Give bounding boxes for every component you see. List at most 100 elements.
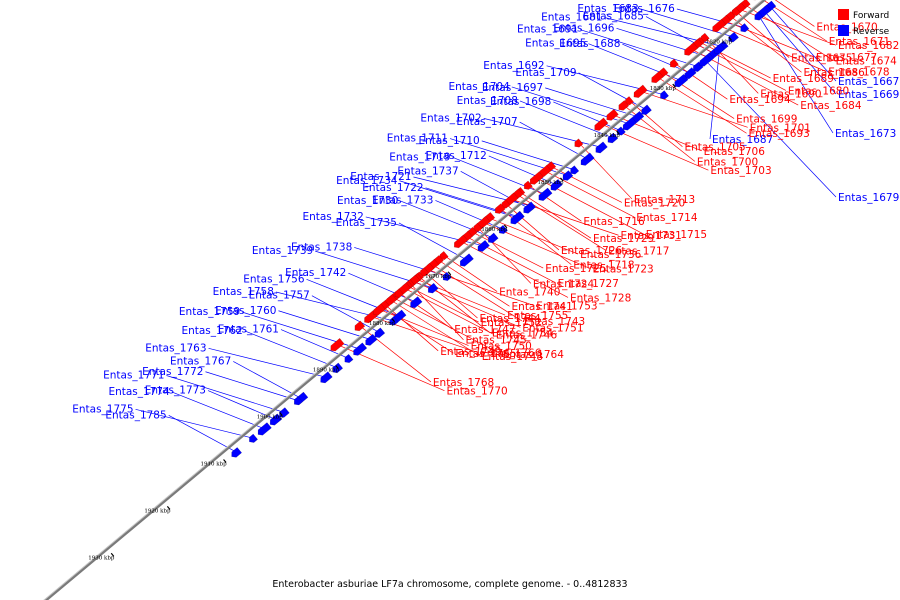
label-Entas_1748: Entas_1748 xyxy=(482,351,543,363)
leader-Entas_1691 xyxy=(580,29,699,67)
gene-Entas_1707 xyxy=(580,152,595,166)
leader-Entas_1677 xyxy=(724,20,815,58)
label-Entas_1750: Entas_1750 xyxy=(471,341,532,353)
label-Entas_1742: Entas_1742 xyxy=(285,267,346,279)
label-Entas_1697: Entas_1697 xyxy=(482,82,543,94)
gene-Entas_1704 xyxy=(622,117,637,131)
gene-Entas_1712 xyxy=(550,178,563,191)
label-Entas_1712: Entas_1712 xyxy=(425,150,486,162)
gene-Entas_1706 xyxy=(606,108,619,121)
label-Entas_1669: Entas_1669 xyxy=(838,89,899,101)
leader-Entas_1670 xyxy=(774,0,815,27)
tick-label-1920: 1920 kbp xyxy=(144,509,171,515)
tick-mark-1930 xyxy=(110,552,115,557)
gene-Entas_1713 xyxy=(574,138,584,148)
gene-Entas_1692 xyxy=(660,90,670,100)
label-Entas_1704: Entas_1704 xyxy=(448,81,510,93)
axis-line xyxy=(43,0,767,600)
label-Entas_1702: Entas_1702 xyxy=(420,112,481,124)
gene-Entas_1684 xyxy=(684,42,699,56)
leader-Entas_1678 xyxy=(719,25,827,72)
gene-Entas_1728 xyxy=(453,234,469,249)
tick-label-1900: 1900 kbp xyxy=(257,415,284,421)
tick-label-1840: 1840 kbp xyxy=(594,133,621,139)
label-Entas_1732: Entas_1732 xyxy=(302,211,363,223)
tick-mark-1870 xyxy=(447,271,452,276)
label-Entas_1675: Entas_1675 xyxy=(791,53,852,65)
label-Entas_1753: Entas_1753 xyxy=(536,301,597,313)
label-Entas_1744: Entas_1744 xyxy=(479,313,541,325)
label-Entas_1699: Entas_1699 xyxy=(736,114,797,126)
label-Entas_1694: Entas_1694 xyxy=(729,94,791,106)
tick-label-1880: 1880 kbp xyxy=(369,321,396,327)
label-Entas_1674: Entas_1674 xyxy=(836,56,898,68)
label-Entas_1774: Entas_1774 xyxy=(108,386,170,398)
gene-Entas_1718 xyxy=(494,203,506,214)
leader-Entas_1702 xyxy=(483,118,602,148)
label-Entas_1722: Entas_1722 xyxy=(362,182,423,194)
label-Entas_1737: Entas_1737 xyxy=(397,165,458,177)
leader-Entas_1697 xyxy=(545,87,639,118)
legend: Forward Reverse xyxy=(838,9,890,37)
leader-Entas_1767 xyxy=(233,361,302,399)
gene-Entas_1730 xyxy=(488,232,499,244)
gene-Entas_1711 xyxy=(562,170,574,181)
tick-mark-1860 xyxy=(503,224,508,229)
leader-Entas_1730 xyxy=(400,200,494,239)
leader-Entas_1733 xyxy=(435,200,504,230)
leader-Entas_1667 xyxy=(769,6,837,82)
gene-Entas_1708 xyxy=(607,132,619,144)
gene-Entas_1775 xyxy=(249,433,259,443)
leader-Entas_1719 xyxy=(452,156,546,195)
label-Entas_1715: Entas_1715 xyxy=(646,229,707,241)
label-Entas_1751: Entas_1751 xyxy=(522,322,583,334)
tick-label-1820: 1820 kbp xyxy=(706,39,733,45)
leader-Entas_1709 xyxy=(578,72,647,111)
label-Entas_1711: Entas_1711 xyxy=(387,133,448,145)
label-Entas_1700: Entas_1700 xyxy=(697,156,758,168)
leader-Entas_1698 xyxy=(553,101,622,132)
label-Entas_1682: Entas_1682 xyxy=(838,40,899,52)
gene-Entas_1715 xyxy=(529,171,544,185)
leader-Entas_1757 xyxy=(311,295,381,334)
label-Entas_1726: Entas_1726 xyxy=(561,245,623,257)
label-Entas_1773: Entas_1773 xyxy=(145,385,206,397)
gene-labels: Entas_1676Entas_1683Entas_1681Entas_1685… xyxy=(72,3,899,421)
label-Entas_1707: Entas_1707 xyxy=(456,116,517,128)
leader-Entas_1763 xyxy=(208,347,327,378)
label-Entas_1785: Entas_1785 xyxy=(105,409,166,421)
leader-Entas_1708 xyxy=(519,100,614,139)
leader-Entas_1744 xyxy=(424,271,478,319)
gene-Entas_1676 xyxy=(740,23,750,33)
gene-Entas_1770 xyxy=(330,337,345,352)
gene-Entas_1747 xyxy=(394,288,404,298)
leader-Entas_1726 xyxy=(505,203,560,251)
gene-Entas_1761 xyxy=(344,353,354,364)
leader-Entas_1760 xyxy=(278,310,372,341)
gene-Entas_1694 xyxy=(669,58,679,68)
leader-Entas_1720 xyxy=(550,166,623,203)
label-Entas_1714: Entas_1714 xyxy=(636,212,698,224)
label-Entas_1724: Entas_1724 xyxy=(533,278,595,290)
label-Entas_1706: Entas_1706 xyxy=(704,146,766,158)
leader-Entas_1752 xyxy=(407,285,479,323)
leader-Entas_1737 xyxy=(460,171,529,209)
leader-Entas_1768 xyxy=(359,325,432,383)
leader-Entas_1735 xyxy=(398,222,468,261)
tick-mark-1820 xyxy=(728,36,732,41)
label-Entas_1683: Entas_1683 xyxy=(577,3,638,15)
leader-Entas_1774 xyxy=(171,391,265,430)
leader-Entas_1714 xyxy=(545,170,635,218)
label-Entas_1756: Entas_1756 xyxy=(243,273,305,285)
leader-Entas_1724 xyxy=(477,227,532,284)
gene-Entas_1701 xyxy=(633,84,648,98)
gene-Entas_1709 xyxy=(641,104,652,116)
leader-Entas_1699 xyxy=(662,72,735,119)
label-Entas_1758: Entas_1758 xyxy=(213,286,274,298)
tick-label-1870: 1870 kbp xyxy=(425,274,452,280)
gene-Entas_1732 xyxy=(477,239,490,252)
leader-Entas_1712 xyxy=(488,155,557,186)
label-Entas_1716: Entas_1716 xyxy=(583,216,645,228)
leader-Entas_1701 xyxy=(640,90,748,128)
gene-Entas_1735 xyxy=(459,253,474,267)
